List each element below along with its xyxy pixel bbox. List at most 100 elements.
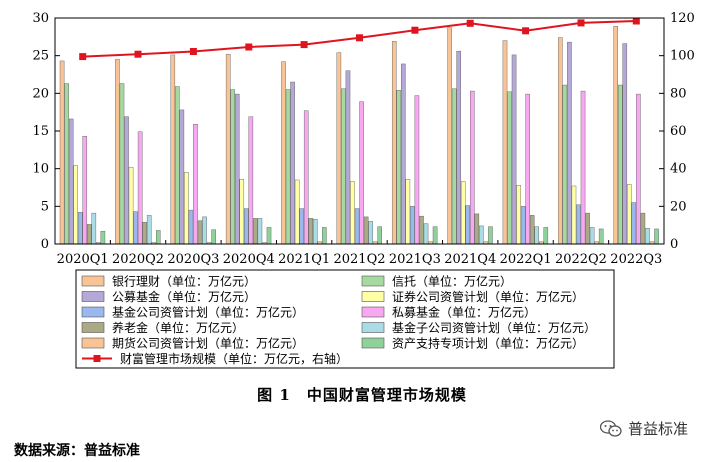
legend-box xyxy=(75,269,615,369)
bar-7-2021Q3 xyxy=(419,215,424,245)
bar-8-2021Q4 xyxy=(479,225,484,245)
watermark: 普益标准 xyxy=(600,418,688,439)
legend-label-8: 基金子公司资管计划（单位：万亿元） xyxy=(392,320,596,335)
line-marker-2020Q4 xyxy=(245,43,253,51)
bar-10-2021Q3 xyxy=(432,226,438,245)
legend-label-4: 证券公司资管计划（单位：万亿元） xyxy=(392,289,584,304)
bar-3-2022Q1 xyxy=(511,54,517,245)
bar-10-2020Q3 xyxy=(211,229,216,245)
bar-5-2021Q4 xyxy=(465,205,471,245)
right-tick-label: 0 xyxy=(670,237,678,252)
legend-swatch-2 xyxy=(361,275,385,287)
bar-2-2022Q2 xyxy=(562,84,568,245)
legend-label-10: 资产支持专项计划（单位：万亿元） xyxy=(392,336,584,351)
bar-2-2021Q3 xyxy=(396,90,402,245)
bar-6-2020Q3 xyxy=(193,124,198,245)
legend-line-label: 财富管理市场规模（单位：万亿元，右轴） xyxy=(120,351,348,366)
bar-5-2022Q3 xyxy=(631,202,637,245)
bar-7-2022Q2 xyxy=(585,212,590,245)
bar-6-2022Q1 xyxy=(525,93,530,245)
legend-layer: 银行理财（单位：万亿元） 信托（单位：万亿元） 公募基金（单位：万亿元） 证券公司资管… xyxy=(75,269,615,369)
legend-label-3: 公募基金（单位：万亿元） xyxy=(112,289,256,304)
bar-6-2021Q1 xyxy=(303,110,309,245)
line-marker-2020Q3 xyxy=(189,48,197,55)
bar-4-2020Q1 xyxy=(73,165,78,245)
bar-6-2020Q4 xyxy=(248,116,254,245)
left-tick-label: 10 xyxy=(32,162,49,177)
x-tick-label: 2020Q2 xyxy=(112,252,164,267)
bar-10-2020Q1 xyxy=(100,230,106,245)
legend-swatch-5 xyxy=(81,306,105,318)
bar-6-2021Q2 xyxy=(359,101,364,245)
x-tick-label: 2021Q3 xyxy=(389,252,441,267)
bar-2-2021Q2 xyxy=(341,88,346,245)
x-tick-label: 2020Q3 xyxy=(167,252,219,267)
bar-8-2020Q1 xyxy=(91,212,97,245)
bar-1-2022Q1 xyxy=(502,40,508,245)
bar-7-2020Q2 xyxy=(142,221,147,245)
bar-7-2021Q4 xyxy=(474,213,480,245)
bar-8-2020Q3 xyxy=(202,216,207,245)
legend-label-6: 私募基金（单位：万亿元） xyxy=(392,305,536,320)
line-marker-2021Q3 xyxy=(411,26,419,34)
right-tick-label: 100 xyxy=(670,49,695,64)
bar-6-2022Q2 xyxy=(580,90,586,245)
bar-2-2020Q2 xyxy=(119,83,125,245)
bar-1-2020Q3 xyxy=(170,54,176,245)
x-tick-label: 2022Q1 xyxy=(500,252,552,267)
bar-5-2021Q3 xyxy=(410,206,415,245)
bar-4-2021Q3 xyxy=(405,179,411,245)
bar-7-2020Q3 xyxy=(197,220,203,245)
legend-swatch-4 xyxy=(361,291,385,302)
figure-caption: 图 1 中国财富管理市场规模 xyxy=(257,386,467,404)
x-tick-label: 2020Q4 xyxy=(223,252,275,267)
legend-swatch-3 xyxy=(81,291,105,302)
bar-1-2021Q4 xyxy=(447,27,452,245)
bar-4-2021Q2 xyxy=(350,181,355,245)
bar-7-2022Q3 xyxy=(640,212,646,245)
right-tick-label: 60 xyxy=(670,124,687,139)
bar-8-2022Q3 xyxy=(645,227,650,245)
bar-4-2021Q4 xyxy=(460,181,466,245)
bar-3-2022Q3 xyxy=(622,43,628,245)
bar-10-2022Q2 xyxy=(598,228,604,245)
legend-label-7: 养老金（单位：万亿元） xyxy=(112,320,244,335)
bar-5-2020Q4 xyxy=(244,208,249,245)
left-tick-label: 5 xyxy=(41,199,49,214)
line-marker-2022Q3 xyxy=(632,17,640,25)
bar-8-2021Q3 xyxy=(423,223,429,245)
right-tick-label: 20 xyxy=(670,199,687,214)
bar-4-2020Q2 xyxy=(128,166,134,245)
line-marker-2021Q2 xyxy=(356,34,363,42)
line-marker-2022Q1 xyxy=(522,27,530,35)
bar-4-2020Q3 xyxy=(184,172,189,245)
x-tick-label: 2021Q2 xyxy=(333,252,385,267)
bar-10-2021Q1 xyxy=(322,227,327,245)
bar-8-2022Q1 xyxy=(534,226,539,245)
x-tick-label: 2022Q3 xyxy=(610,252,662,267)
x-tick-label: 2020Q1 xyxy=(57,252,109,267)
right-tick-label: 40 xyxy=(670,162,687,177)
legend-swatch-8 xyxy=(361,322,385,333)
bar-3-2021Q2 xyxy=(345,70,351,245)
bar-5-2020Q2 xyxy=(133,211,138,245)
bar-3-2020Q1 xyxy=(68,118,74,245)
legend-swatch-6 xyxy=(361,306,385,318)
legend-swatch-10 xyxy=(361,337,385,349)
bar-4-2020Q4 xyxy=(239,179,245,245)
bar-3-2020Q3 xyxy=(179,109,185,245)
bar-5-2020Q3 xyxy=(188,209,194,245)
bar-8-2022Q2 xyxy=(589,227,595,245)
bar-10-2020Q4 xyxy=(266,227,272,245)
bar-10-2021Q4 xyxy=(488,226,493,245)
bar-2-2022Q3 xyxy=(617,84,623,245)
bar-6-2021Q3 xyxy=(414,95,420,245)
bar-5-2021Q1 xyxy=(299,208,304,245)
bar-1-2020Q4 xyxy=(225,53,231,245)
bar-8-2020Q4 xyxy=(257,218,263,245)
bar-10-2020Q2 xyxy=(155,230,161,245)
bar-4-2021Q1 xyxy=(294,179,300,245)
bar-5-2020Q1 xyxy=(77,212,83,245)
